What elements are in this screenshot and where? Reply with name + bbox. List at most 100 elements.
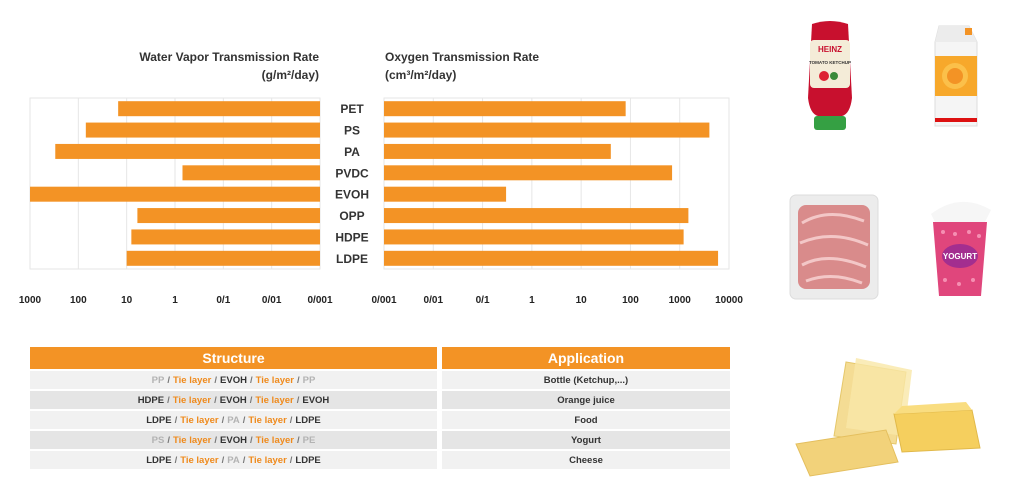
otr-bar-pa: [384, 143, 611, 159]
wvtr-bar-pvdc: [182, 165, 320, 181]
layer-separator: /: [174, 454, 178, 466]
otr-tick-label: 1000: [669, 295, 692, 306]
layer-name: PA: [227, 454, 240, 466]
application-table: Application Bottle (Ketchup,...) Orange j…: [442, 347, 730, 471]
layer-separator: /: [221, 414, 225, 426]
application-rows: Bottle (Ketchup,...) Orange juice Food Yogu…: [442, 371, 730, 469]
structure-row: PP / Tie layer / EVOH / Tie layer / PP: [30, 371, 437, 389]
wvtr-tick-label: 1000: [19, 295, 42, 306]
layer-name: EVOH: [219, 394, 247, 406]
wvtr-tick-label: 0/1: [216, 295, 230, 306]
wvtr-bar-pet: [118, 101, 321, 117]
layer-name: EVOH: [302, 394, 330, 406]
material-label-ps: PS: [344, 124, 360, 138]
wvtr-bar-opp: [137, 208, 320, 224]
meat-tray-image: [789, 194, 879, 300]
otr-bar-hdpe: [384, 229, 684, 245]
layer-separator: /: [214, 434, 218, 446]
layer-name: Tie layer: [248, 454, 287, 466]
structure-table: Structure PP / Tie layer / EVOH / Tie layer / PP…: [30, 347, 437, 471]
ketchup-bottle-image: HEINZ TOMATO KETCHUP: [808, 21, 852, 130]
layer-separator: /: [214, 374, 218, 386]
layer-separator: /: [249, 374, 253, 386]
layer-name: PP: [302, 374, 316, 386]
otr-tick-label: 0/1: [476, 295, 490, 306]
layer-name: Tie layer: [255, 434, 294, 446]
cheese-pack-image: [795, 358, 981, 477]
layer-separator: /: [297, 434, 300, 446]
otr-unit: (cm³/m²/day): [385, 68, 456, 82]
layer-name: PE: [302, 434, 316, 446]
layer-name: HDPE: [137, 394, 165, 406]
layer-name: Tie layer: [255, 374, 294, 386]
juice-carton-image: [934, 25, 978, 127]
structure-header: Structure: [30, 347, 437, 369]
material-label-pvdc: PVDC: [335, 166, 369, 180]
ketchup-label: TOMATO KETCHUP: [809, 60, 851, 65]
layer-separator: /: [167, 434, 170, 446]
otr-plot-frame: [383, 97, 730, 270]
wvtr-bar-hdpe: [131, 229, 320, 245]
material-label-ldpe: LDPE: [336, 252, 368, 266]
wvtr-plot-frame: [29, 97, 321, 270]
layer-name: Tie layer: [255, 394, 294, 406]
layer-name: LDPE: [295, 454, 321, 466]
otr-bar-pet: [384, 101, 626, 117]
otr-bar-opp: [384, 208, 689, 224]
material-label-opp: OPP: [339, 209, 364, 223]
material-label-evoh: EVOH: [335, 188, 369, 202]
application-cell: Yogurt: [442, 431, 730, 449]
otr-tick-label: 0/01: [424, 295, 444, 306]
layer-separator: /: [289, 414, 293, 426]
material-labels: PET PS PA PVDC EVOH OPP HDPE LDPE: [335, 102, 369, 266]
layer-separator: /: [297, 374, 300, 386]
layer-name: LDPE: [295, 414, 321, 426]
wvtr-bar-ps: [85, 122, 321, 138]
layer-separator: /: [242, 454, 246, 466]
otr-tick-label: 10000: [715, 295, 743, 306]
tick-labels: 1000 100 10 1 0/1 0/01 0/001 0/001 0/01 0/1 1 10 100…: [19, 295, 743, 306]
layer-name: PP: [151, 374, 165, 386]
wvtr-tick-label: 0/001: [307, 295, 332, 306]
wvtr-unit: (g/m²/day): [262, 68, 319, 82]
layer-name: Tie layer: [172, 394, 212, 406]
application-cell: Bottle (Ketchup,...): [442, 371, 730, 389]
material-label-pet: PET: [340, 102, 364, 116]
material-label-pa: PA: [344, 145, 360, 159]
otr-bar-ldpe: [384, 250, 719, 266]
structure-row: LDPE / Tie layer / PA / Tie layer / LDPE: [30, 411, 437, 429]
otr-bar-pvdc: [384, 165, 673, 181]
wvtr-bar-ldpe: [126, 250, 321, 266]
application-header: Application: [442, 347, 730, 369]
wvtr-tick-label: 100: [70, 295, 87, 306]
wvtr-bar-evoh: [30, 186, 320, 202]
layer-name: Tie layer: [180, 454, 219, 466]
wvtr-title: Water Vapor Transmission Rate: [139, 50, 319, 64]
layer-name: Tie layer: [173, 374, 212, 386]
layer-separator: /: [214, 394, 217, 406]
yogurt-cup-image: YOGURT: [931, 201, 991, 296]
otr-bar-evoh: [384, 186, 507, 202]
application-cell: Orange juice: [442, 391, 730, 409]
layer-separator: /: [289, 454, 293, 466]
otr-tick-label: 10: [576, 295, 588, 306]
otr-tick-label: 1: [529, 295, 535, 306]
application-cell: Cheese: [442, 451, 730, 469]
layer-separator: /: [174, 414, 178, 426]
layer-name: Tie layer: [248, 414, 287, 426]
structure-rows: PP / Tie layer / EVOH / Tie layer / PP HDPE / Tie l…: [30, 371, 437, 469]
otr-title: Oxygen Transmission Rate: [385, 50, 539, 64]
layer-separator: /: [221, 454, 225, 466]
layer-separator: /: [242, 414, 246, 426]
layer-name: LDPE: [146, 454, 172, 466]
layer-name: PS: [151, 434, 165, 446]
ketchup-brand: HEINZ: [818, 45, 842, 54]
wvtr-tick-label: 10: [121, 295, 133, 306]
layer-name: PA: [227, 414, 240, 426]
yogurt-label: YOGURT: [943, 252, 977, 261]
otr-tick-label: 100: [622, 295, 639, 306]
application-cell: Food: [442, 411, 730, 429]
wvtr-tick-label: 1: [172, 295, 178, 306]
structure-row: LDPE / Tie layer / PA / Tie layer / LDPE: [30, 451, 437, 469]
layer-name: LDPE: [146, 414, 172, 426]
